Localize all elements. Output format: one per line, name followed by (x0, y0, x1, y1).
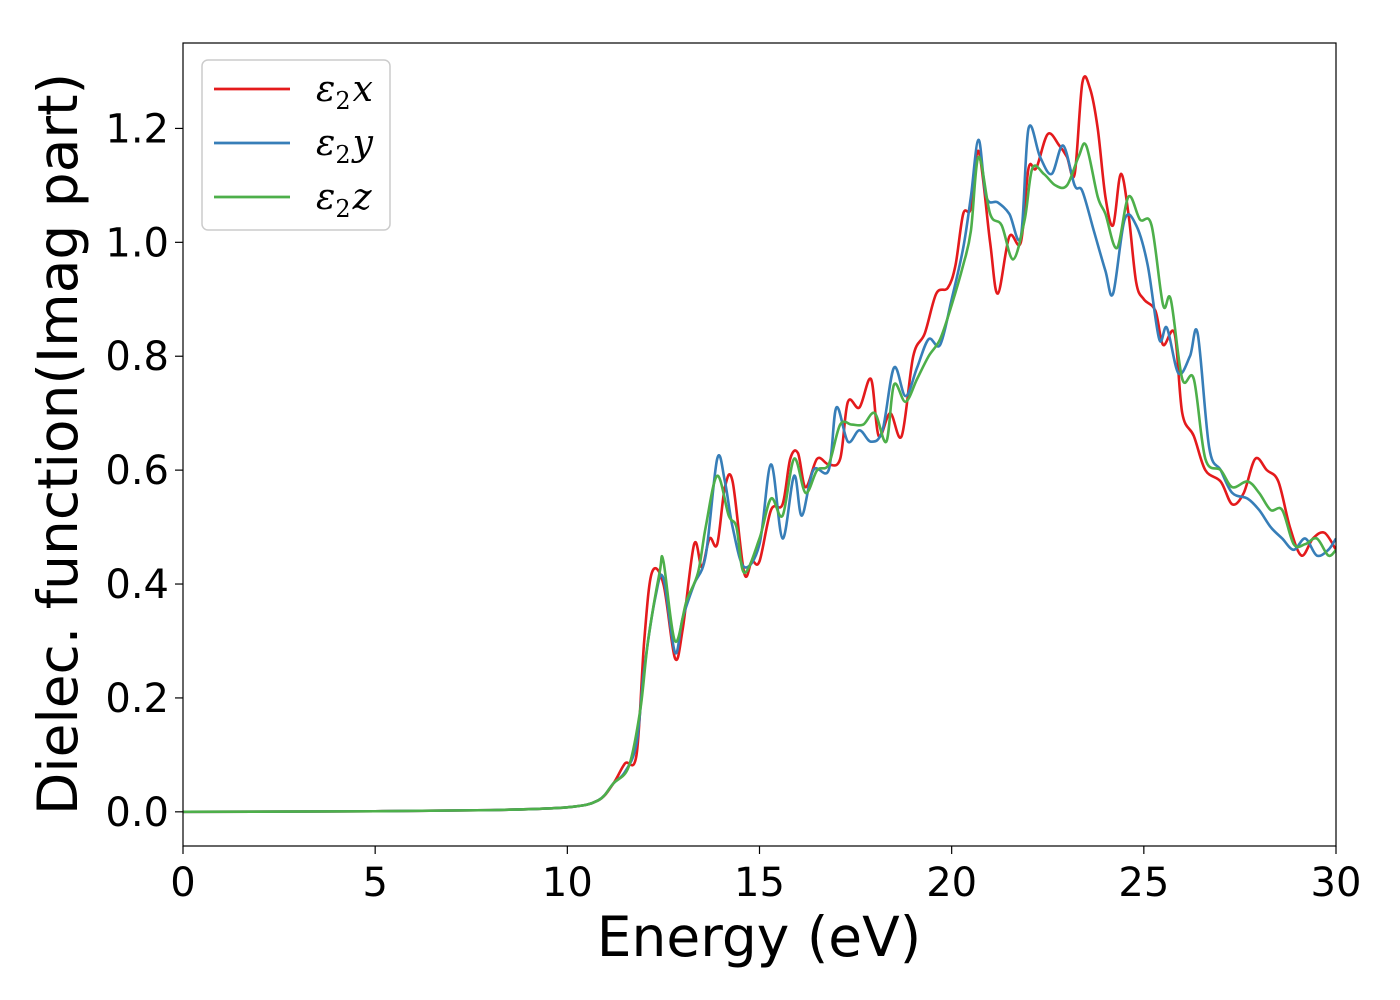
y-tick-label: 0.4 (105, 562, 169, 608)
legend-box (201, 59, 391, 231)
y-axis: 0.0 0.2 0.4 0.6 0.8 1.0 1.2 (105, 106, 183, 836)
x-tick-label: 0 (170, 860, 195, 906)
series-line-3 (183, 142, 1336, 814)
y-axis-label: Dielec. function(Imag part) (26, 73, 90, 815)
x-tick-label: 20 (926, 860, 977, 906)
legend-label-2: ε2y (316, 123, 374, 169)
y-tick-label: 0.6 (105, 448, 169, 494)
x-tick-label: 30 (1311, 860, 1362, 906)
x-tick-label: 25 (1118, 860, 1169, 906)
legend-label-3: ε2z (316, 177, 373, 223)
x-tick-label: 5 (362, 860, 387, 906)
y-tick-label: 0.0 (105, 790, 169, 836)
legend: ε2x ε2y ε2z (201, 59, 391, 231)
y-tick-label: 0.8 (105, 334, 169, 380)
x-axis: 0 5 10 15 20 25 30 (170, 846, 1361, 906)
x-axis-label: Energy (eV) (597, 905, 921, 969)
series-layer (183, 75, 1336, 814)
legend-label-1: ε2x (316, 69, 373, 115)
series-line-2 (183, 124, 1336, 814)
x-tick-label: 15 (734, 860, 785, 906)
y-tick-label: 1.2 (105, 106, 169, 152)
y-tick-label: 1.0 (105, 220, 169, 266)
x-tick-label: 10 (542, 860, 593, 906)
y-tick-label: 0.2 (105, 676, 169, 722)
